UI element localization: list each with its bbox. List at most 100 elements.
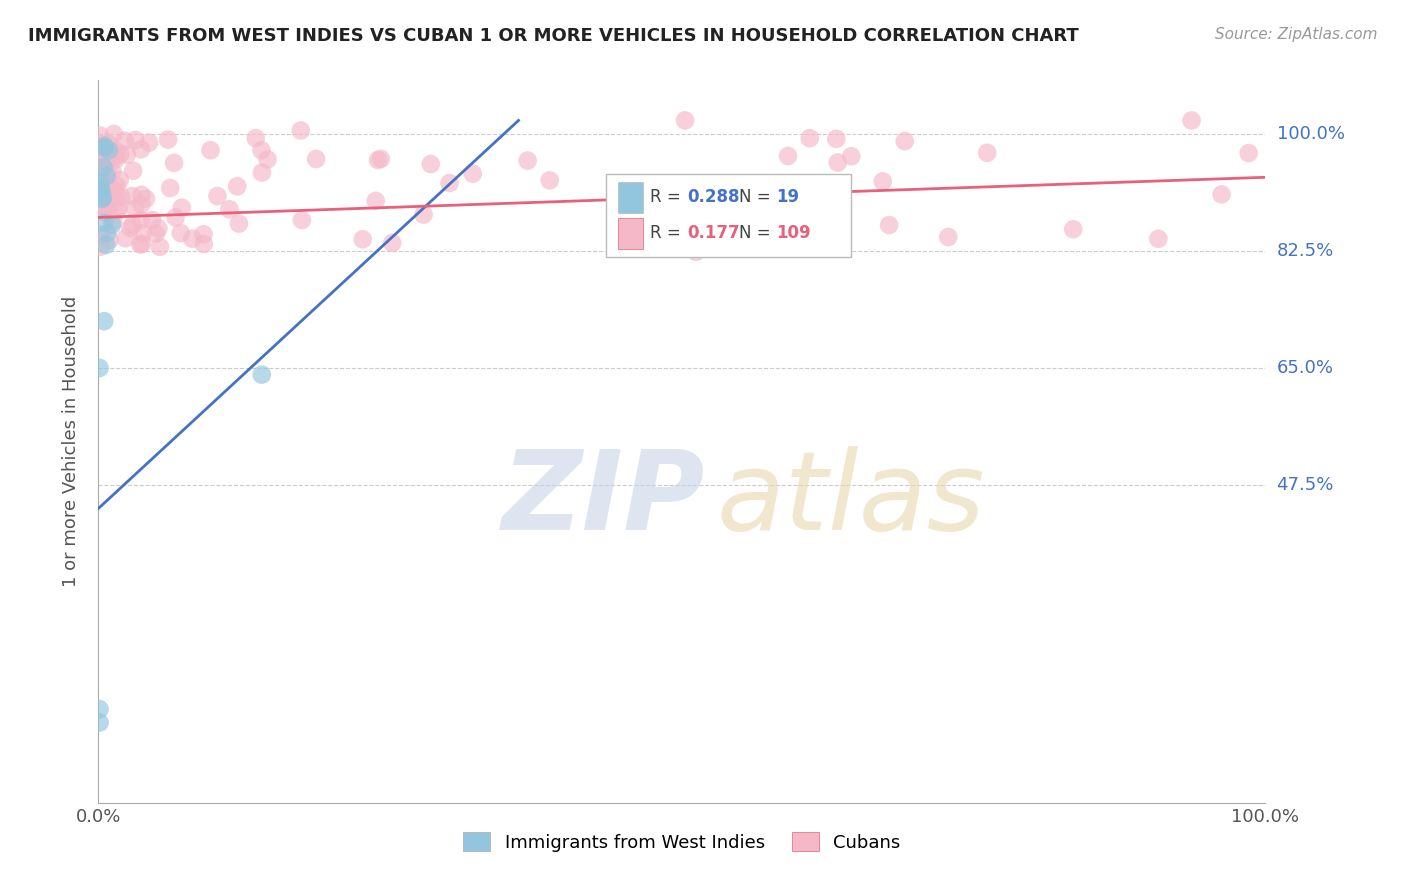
Point [93, 205, 115, 219]
Point [839, 149, 862, 163]
Text: N =: N = [740, 225, 776, 243]
Point [120, 221, 142, 235]
Point [352, 232, 374, 246]
Point [121, 218, 143, 232]
Point [115, 147, 138, 161]
Point [103, 214, 125, 228]
Point [250, 165, 273, 179]
Text: R =: R = [651, 225, 686, 243]
Point [290, 123, 312, 137]
Point [90, 182, 112, 196]
Point [412, 207, 434, 221]
Point [305, 152, 328, 166]
Point [90, 240, 112, 254]
Point [91, 142, 114, 156]
Point [181, 232, 204, 246]
Point [96, 153, 118, 167]
Point [291, 213, 314, 227]
Point [367, 153, 389, 167]
Point [108, 200, 131, 214]
Point [96, 169, 118, 183]
Point [98, 143, 121, 157]
Point [893, 134, 915, 148]
Point [107, 203, 129, 218]
Point [799, 131, 821, 145]
Point [157, 133, 180, 147]
Point [1180, 113, 1202, 128]
Point [110, 147, 132, 161]
Point [381, 235, 404, 250]
Point [93, 141, 115, 155]
Point [141, 213, 163, 227]
Point [250, 143, 273, 157]
Text: 65.0%: 65.0% [1277, 359, 1333, 377]
Point [98, 233, 121, 247]
Point [97, 178, 120, 192]
Point [91, 196, 114, 211]
Point [90, 176, 112, 190]
Text: N =: N = [740, 188, 776, 206]
Point [89, 136, 111, 151]
Point [131, 226, 153, 240]
Text: 109: 109 [776, 225, 811, 243]
Point [165, 211, 187, 225]
Point [122, 163, 145, 178]
Text: 0.288: 0.288 [688, 188, 740, 206]
Text: 100.0%: 100.0% [1277, 125, 1344, 143]
Point [1237, 146, 1260, 161]
Point [96, 238, 118, 252]
Point [104, 144, 127, 158]
Legend: Immigrants from West Indies, Cubans: Immigrants from West Indies, Cubans [456, 825, 908, 859]
Point [170, 201, 193, 215]
Point [104, 153, 127, 167]
Text: 82.5%: 82.5% [1277, 242, 1334, 260]
Point [364, 194, 387, 208]
Point [96, 164, 118, 178]
Point [131, 197, 153, 211]
Point [170, 226, 193, 240]
Point [96, 155, 118, 169]
Text: 0.177: 0.177 [688, 225, 741, 243]
Point [124, 202, 146, 216]
Point [124, 133, 146, 147]
Point [97, 176, 120, 190]
Point [97, 203, 120, 218]
Point [91, 192, 114, 206]
Point [114, 231, 136, 245]
Point [108, 173, 131, 187]
Point [110, 190, 132, 204]
Point [96, 227, 118, 241]
Point [131, 236, 153, 251]
Point [145, 227, 167, 241]
Point [1211, 187, 1233, 202]
Point [827, 155, 849, 169]
Point [131, 187, 153, 202]
Point [228, 217, 250, 231]
Point [135, 192, 157, 206]
Point [93, 160, 115, 174]
Text: IMMIGRANTS FROM WEST INDIES VS CUBAN 1 OR MORE VEHICLES IN HOUSEHOLD CORRELATION: IMMIGRANTS FROM WEST INDIES VS CUBAN 1 O… [28, 27, 1078, 45]
Point [129, 237, 152, 252]
Point [936, 230, 959, 244]
Point [877, 218, 900, 232]
Point [148, 221, 170, 235]
Point [114, 134, 136, 148]
Point [101, 218, 124, 232]
Point [93, 216, 115, 230]
Point [250, 368, 273, 382]
Point [91, 150, 114, 164]
Point [103, 184, 125, 198]
Point [1062, 222, 1084, 236]
Point [1147, 232, 1170, 246]
Point [976, 145, 998, 160]
Point [668, 204, 690, 219]
Y-axis label: 1 or more Vehicles in Household: 1 or more Vehicles in Household [62, 296, 80, 587]
Point [461, 167, 484, 181]
Point [90, 185, 112, 199]
Point [538, 173, 561, 187]
Point [103, 149, 125, 163]
Point [159, 181, 181, 195]
Point [89, 702, 111, 716]
Point [245, 131, 267, 145]
Point [776, 149, 799, 163]
